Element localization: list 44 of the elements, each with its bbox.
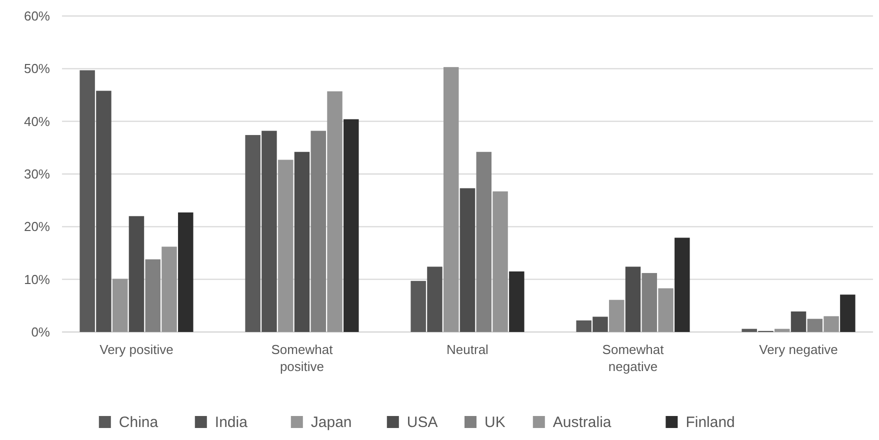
- bar: [178, 212, 194, 332]
- bar: [492, 191, 508, 332]
- bar: [840, 294, 856, 332]
- x-tick-label: Very positive: [100, 342, 174, 357]
- bar: [310, 130, 326, 332]
- bar: [807, 318, 823, 332]
- bar: [642, 273, 658, 332]
- y-tick-label: 50%: [24, 61, 50, 76]
- x-tick-label: Neutral: [446, 342, 489, 357]
- legend-label: Japan: [310, 414, 352, 431]
- x-tick-label: Somewhat negative: [602, 342, 664, 374]
- legend-label: Finland: [686, 414, 735, 431]
- bar: [128, 216, 144, 332]
- bar: [509, 271, 524, 332]
- x-tick-label: Somewhat positive: [271, 342, 334, 374]
- bar: [443, 67, 459, 332]
- bar: [625, 266, 641, 332]
- bar: [476, 152, 492, 332]
- legend-label: India: [214, 414, 248, 431]
- legend-label: USA: [406, 414, 438, 431]
- bar: [774, 328, 790, 332]
- bar: [674, 238, 690, 332]
- legend-label: Australia: [552, 414, 612, 431]
- bar: [824, 316, 839, 332]
- bar: [145, 259, 160, 332]
- bar: [344, 119, 359, 332]
- bar: [112, 278, 128, 332]
- y-tick-label: 60%: [24, 8, 50, 24]
- legend-label: China: [118, 414, 159, 431]
- bar: [790, 311, 806, 332]
- bar: [278, 160, 294, 332]
- bar: [609, 300, 624, 332]
- bar: [460, 188, 476, 332]
- x-tick-label: Very negative: [759, 342, 838, 357]
- bar: [327, 91, 342, 332]
- y-tick-label: 10%: [24, 272, 50, 287]
- legend-label: UK: [484, 414, 506, 431]
- y-tick-label: 30%: [24, 166, 50, 182]
- bar: [658, 288, 674, 332]
- y-tick-label: 40%: [24, 114, 50, 129]
- y-tick-label: 20%: [24, 219, 50, 234]
- bar: [162, 246, 177, 332]
- bar: [294, 152, 310, 332]
- y-tick-label: 0%: [31, 324, 50, 340]
